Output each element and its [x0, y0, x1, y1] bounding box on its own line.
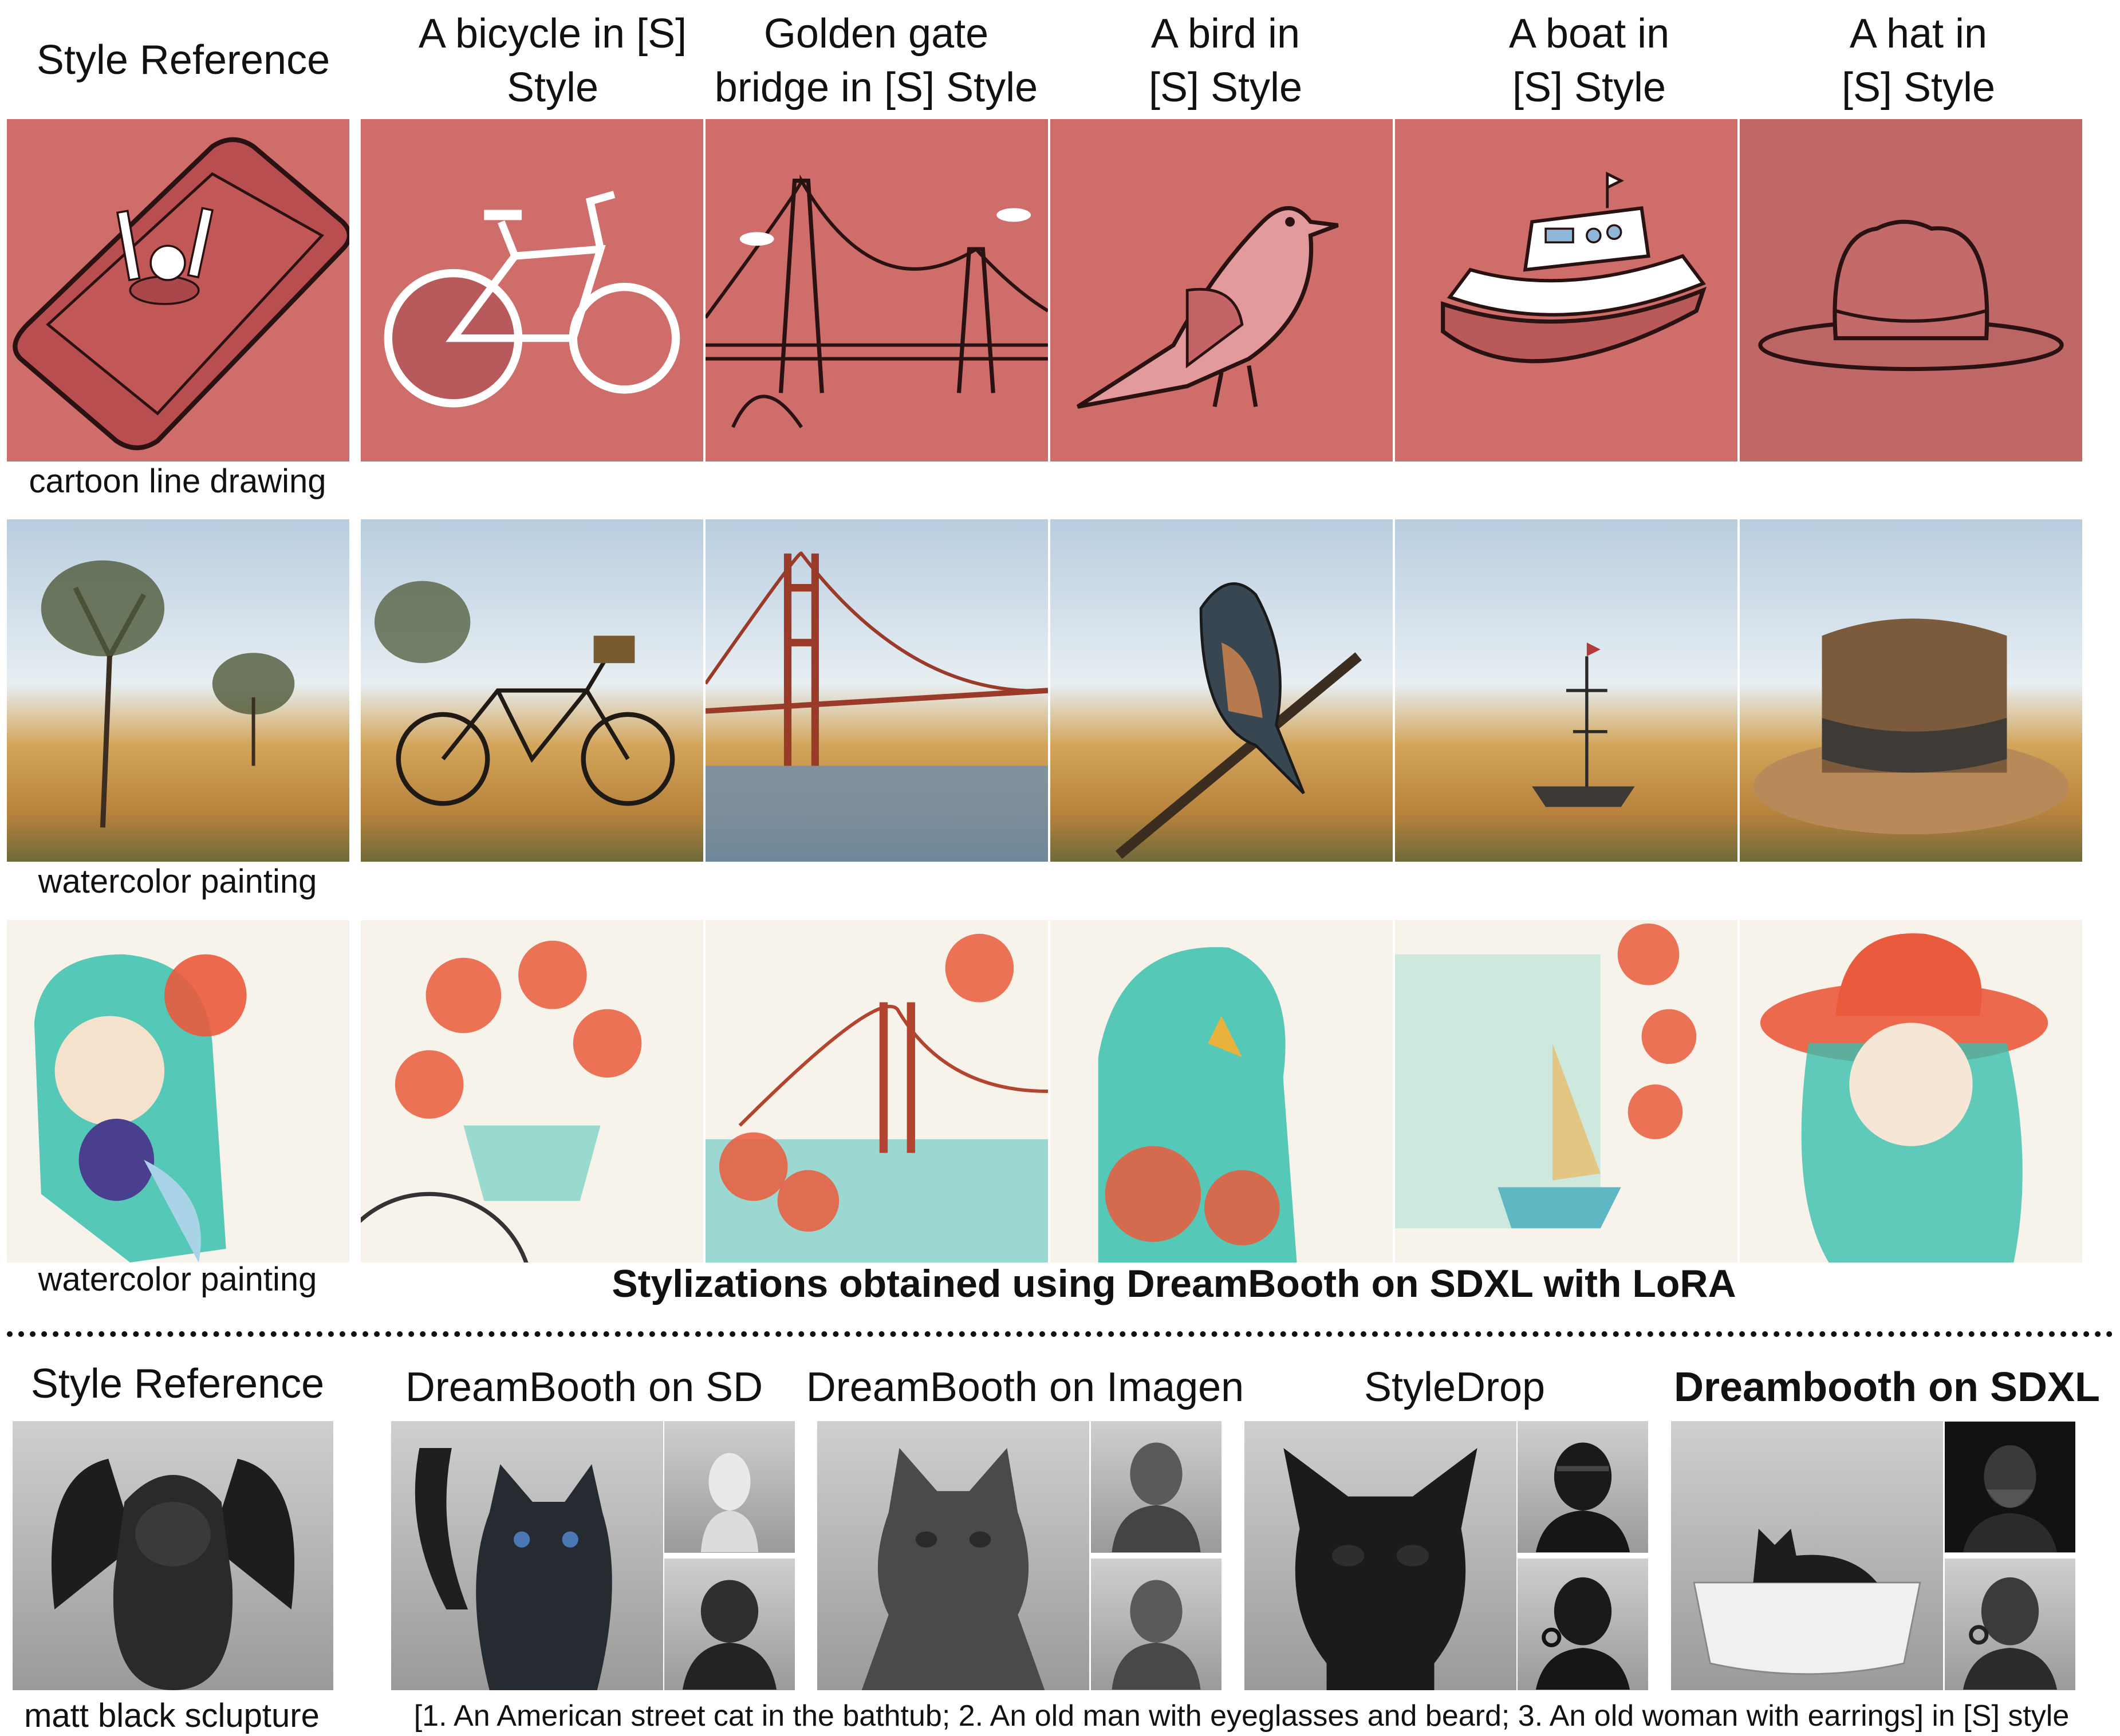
generated-bridge-watercolor: [706, 519, 1048, 862]
column-header-hat: A hat in [S] Style: [1741, 7, 2096, 115]
styledrop-cat: [1244, 1421, 1516, 1690]
column-header-bird: A bird in [S] Style: [1048, 7, 1403, 115]
bird-illustration: [1076, 206, 1339, 409]
sailboat-flowers-illustration: [1395, 923, 1697, 1229]
bicycle-illustration: [384, 191, 680, 408]
style-reference-image-watercolor-landscape: [7, 519, 349, 862]
generated-boat-watercolor-flower: [1395, 920, 1737, 1262]
column-header-bicycle: A bicycle in [S] Style: [355, 7, 750, 115]
styledrop-old-woman: [1518, 1559, 1648, 1690]
ship-watercolor-illustration: [1532, 642, 1635, 807]
generated-boat-watercolor: [1395, 519, 1737, 862]
bird-on-branch-illustration: [1115, 582, 1362, 859]
method-header-styledrop: StyleDrop: [1364, 1364, 1546, 1410]
generated-bicycle-watercolor-flower: [361, 920, 703, 1262]
method-header-dreambooth-sd: DreamBooth on SD: [405, 1364, 763, 1410]
column-header-line: A bicycle in [S]: [418, 11, 687, 57]
girl-with-flower-illustration: [34, 954, 247, 1262]
phone-swimmer-illustration: [13, 137, 349, 451]
row-caption-cartoon: cartoon line drawing: [29, 463, 326, 500]
column-header-line: Golden gate: [763, 11, 989, 57]
woman-bust-illustration: [1112, 1580, 1201, 1690]
column-header-line: [S] Style: [1512, 65, 1666, 111]
cat-sculpture-sd-illustration: [415, 1448, 612, 1690]
column-header-line: A hat in: [1849, 11, 1988, 57]
generated-hat-cartoon: [1740, 119, 2082, 461]
generated-bicycle-watercolor: [361, 519, 703, 862]
woman-bust-illustration: [1963, 1577, 2058, 1690]
reference-caption-sculpture: matt black sclupture: [24, 1697, 320, 1734]
prompt-caption: [1. An American street cat in the bathtu…: [413, 1699, 2070, 1733]
style-reference-image-sculpture: [13, 1421, 333, 1690]
column-header-bridge: Golden gate bridge in [S] Style: [699, 7, 1054, 115]
dreambooth-sdxl-cat: [1671, 1421, 1943, 1690]
styledrop-old-man: [1518, 1421, 1648, 1553]
generated-bird-watercolor: [1050, 519, 1393, 862]
landscape-trees-illustration: [41, 560, 295, 828]
dreambooth-imagen-cat: [817, 1421, 1089, 1690]
generated-bird-cartoon: [1050, 119, 1393, 461]
generated-hat-watercolor: [1740, 519, 2082, 862]
column-header-line: A bird in: [1150, 11, 1301, 57]
man-bust-illustration: [1945, 1422, 2075, 1552]
generated-bridge-cartoon: [706, 119, 1048, 461]
generated-hat-watercolor-flower: [1740, 920, 2082, 1262]
hat-watercolor-illustration: [1753, 618, 2069, 835]
teal-bird-illustration: [1098, 947, 1297, 1262]
method-header-dreambooth-sdxl: Dreambooth on SDXL: [1673, 1364, 2100, 1410]
dreambooth-sdxl-old-woman: [1945, 1559, 2075, 1690]
hat-illustration: [1758, 219, 2064, 372]
section-title: Stylizations obtained using DreamBooth o…: [612, 1262, 1736, 1305]
cat-sculpture-styledrop-illustration: [1283, 1448, 1477, 1690]
boat-illustration: [1441, 171, 1707, 364]
column-header-line: Style: [506, 65, 599, 111]
section-divider: [7, 1331, 2113, 1337]
method-header-dreambooth-imagen: DreamBooth on Imagen: [806, 1364, 1244, 1410]
woman-bust-illustration: [1535, 1577, 1630, 1690]
generated-boat-cartoon: [1395, 119, 1737, 461]
column-header-line: [S] Style: [1841, 65, 1996, 111]
column-header-line: [S] Style: [1148, 65, 1303, 111]
bridge-flowers-illustration: [706, 933, 1048, 1262]
woman-bust-illustration: [682, 1580, 777, 1690]
man-bust-illustration: [1535, 1442, 1630, 1552]
bicycle-flowers-illustration: [361, 940, 642, 1262]
dreambooth-imagen-old-man: [1091, 1421, 1221, 1553]
dreambooth-sd-old-man: [664, 1421, 795, 1553]
man-bust-illustration: [1112, 1442, 1201, 1552]
dreambooth-sd-old-woman: [664, 1559, 795, 1690]
cat-sculpture-imagen-illustration: [861, 1448, 1045, 1690]
style-reference-image-watercolor-girl: [7, 920, 349, 1262]
bottom-style-reference-header: Style Reference: [30, 1361, 325, 1407]
dreambooth-sd-cat: [391, 1421, 663, 1690]
style-reference-image-cartoon: [7, 119, 349, 461]
golden-gate-bridge-illustration: [706, 174, 1048, 428]
column-header-line: A boat in: [1508, 11, 1670, 57]
row-caption-watercolor-2: watercolor painting: [38, 1261, 317, 1298]
cat-in-bathtub-illustration: [1693, 1529, 1921, 1675]
dreambooth-imagen-old-woman: [1091, 1559, 1221, 1690]
golden-gate-watercolor-illustration: [706, 551, 1048, 862]
bicycle-watercolor-illustration: [374, 581, 675, 806]
column-header-boat: A boat in [S] Style: [1412, 7, 1767, 115]
row-caption-watercolor-1: watercolor painting: [38, 863, 317, 900]
generated-bicycle-cartoon: [361, 119, 703, 461]
generated-bird-watercolor-flower: [1050, 920, 1393, 1262]
generated-bridge-watercolor-flower: [706, 920, 1048, 1262]
column-header-line: bridge in [S] Style: [714, 65, 1038, 111]
dreambooth-sdxl-old-man: [1945, 1421, 2075, 1553]
gargoyle-sculpture-illustration: [51, 1458, 295, 1690]
girl-with-hat-illustration: [1760, 933, 2048, 1262]
style-reference-header: Style Reference: [36, 37, 330, 83]
man-bust-illustration: [700, 1453, 759, 1552]
